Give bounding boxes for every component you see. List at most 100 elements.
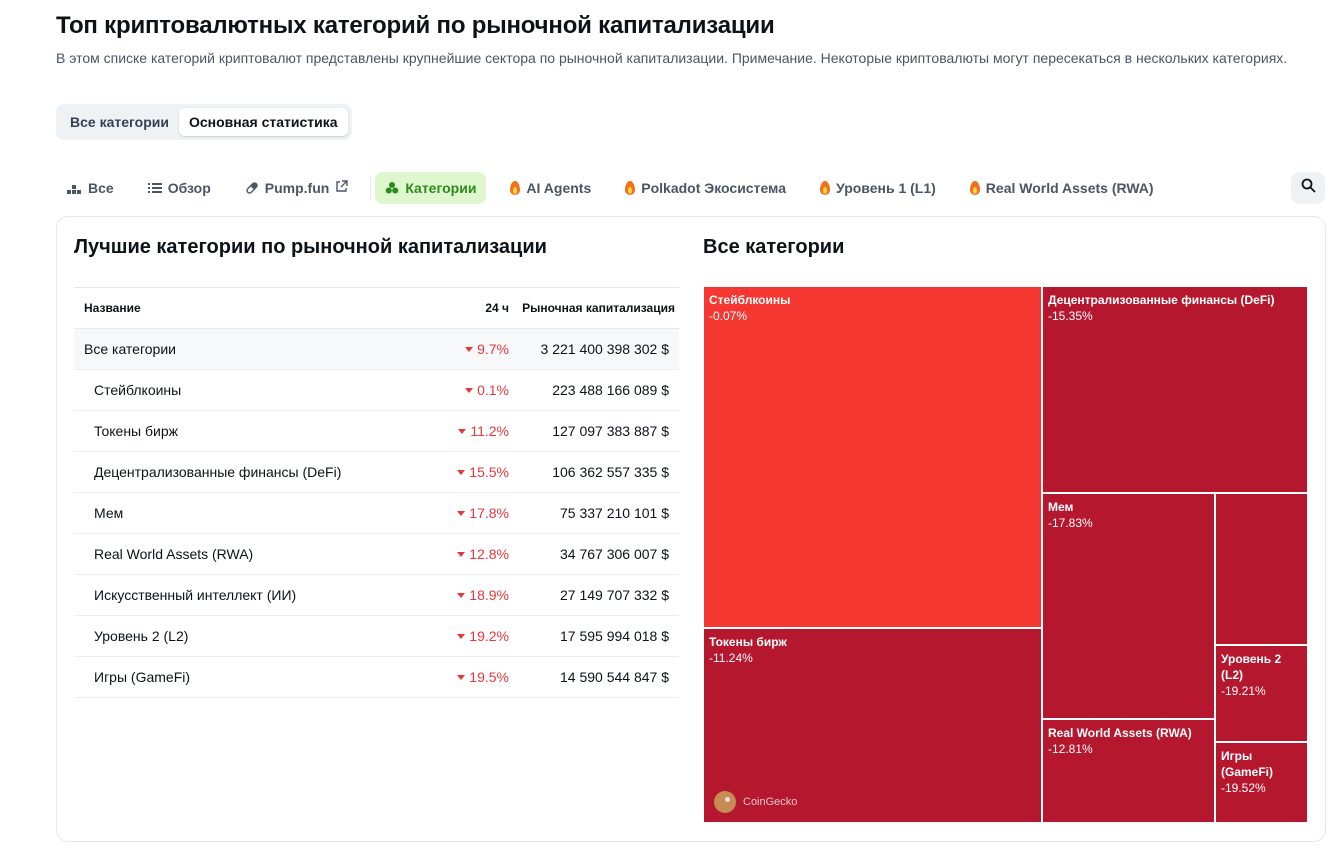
category-name[interactable]: Децентрализованные финансы (DeFi) [94, 464, 342, 480]
change-value: 17.8% [469, 505, 509, 521]
tile-name: Игры (GameFi) [1221, 749, 1274, 779]
tile-change: -17.83% [1048, 516, 1093, 530]
page-description: В этом списке категорий криптовалют пред… [56, 50, 1288, 66]
change-24h: 18.9% [409, 587, 509, 603]
market-cap-value: 223 488 166 089 $ [552, 382, 669, 398]
table-body: Все категории 9.7% 3 221 400 398 302 $ Стей… [74, 329, 679, 698]
nav-overview-label: Обзор [167, 180, 211, 196]
change-value: 12.8% [469, 546, 509, 562]
search-icon [1301, 178, 1316, 198]
nav-rwa-label: Real World Assets (RWA) [985, 180, 1154, 196]
change-value: 18.9% [469, 587, 509, 603]
tile-name: Стейблкоины [709, 293, 791, 307]
table-row[interactable]: Игры (GameFi) 19.5% 14 590 544 847 $ [74, 657, 679, 698]
change-24h: 17.8% [409, 505, 509, 521]
treemap-tile[interactable] [1215, 493, 1308, 645]
treemap-tile[interactable]: Уровень 2 (L2) -19.21% [1215, 645, 1308, 742]
caret-down-icon [457, 674, 466, 680]
treemap: Стейблкоины -0.07% Децентрализованные фина… [703, 286, 1308, 823]
table-row[interactable]: Децентрализованные финансы (DeFi) 15.5% 10… [74, 452, 679, 493]
change-24h: 0.1% [409, 382, 509, 398]
table-row[interactable]: Все категории 9.7% 3 221 400 398 302 $ [74, 329, 679, 370]
nav-all-label: Все [88, 180, 114, 196]
market-cap-value: 34 767 306 007 $ [560, 546, 669, 562]
change-value: 15.5% [469, 464, 509, 480]
nav-polkadot-label: Polkadot Экосистема [641, 180, 787, 196]
tile-name: Токены бирж [709, 635, 787, 649]
category-name[interactable]: Искусственный интеллект (ИИ) [94, 587, 297, 603]
change-value: 19.2% [469, 628, 509, 644]
table-row[interactable]: Real World Assets (RWA) 12.8% 34 767 306 0… [74, 534, 679, 575]
tile-change: -11.24% [709, 651, 753, 665]
view-switch: Все категории Основная статистика [56, 104, 352, 140]
treemap-tile[interactable]: Real World Assets (RWA) -12.81% [1042, 719, 1215, 823]
caret-down-icon [457, 633, 466, 639]
table-header: Название 24 ч Рыночная капитализация [74, 287, 679, 329]
category-name[interactable]: Все категории [84, 341, 176, 357]
change-24h: 19.2% [409, 628, 509, 644]
table-row[interactable]: Токены бирж 11.2% 127 097 383 887 $ [74, 411, 679, 452]
market-cap-value: 75 337 210 101 $ [560, 505, 669, 521]
table-row[interactable]: Искусственный интеллект (ИИ) 18.9% 27 149 … [74, 575, 679, 616]
change-24h: 9.7% [409, 341, 509, 357]
view-main-stats-button[interactable]: Основная статистика [178, 108, 348, 136]
change-value: 11.2% [470, 423, 509, 439]
nav-divider [370, 176, 372, 200]
table-title: Лучшие категории по рыночной капитализац… [74, 236, 547, 258]
table-row[interactable]: Уровень 2 (L2) 19.2% 17 595 994 018 $ [74, 616, 679, 657]
nav-categories[interactable]: Категории [375, 172, 487, 204]
change-24h: 11.2% [409, 423, 509, 439]
nav-layer1[interactable]: Уровень 1 (L1) [810, 172, 946, 204]
external-link-icon [335, 180, 349, 196]
watermark-text: CoinGecko [743, 796, 798, 808]
tile-name: Real World Assets (RWA) [1048, 726, 1192, 740]
treemap-tile[interactable]: Игры (GameFi) -19.52% [1215, 742, 1308, 823]
tile-change: -19.21% [1221, 684, 1266, 698]
nav-layer1-label: Уровень 1 (L1) [836, 180, 936, 196]
change-24h: 12.8% [409, 546, 509, 562]
treemap-tile[interactable]: Мем -17.83% [1042, 493, 1215, 719]
category-name[interactable]: Real World Assets (RWA) [94, 546, 254, 562]
column-market-cap[interactable]: Рыночная капитализация [522, 301, 675, 315]
flame-icon [625, 181, 636, 195]
nav-polkadot[interactable]: Polkadot Экосистема [615, 172, 796, 204]
view-all-categories-button[interactable]: Все категории [70, 114, 169, 130]
nav-categories-label: Категории [405, 180, 477, 196]
nav-pumpfun-label: Pump.fun [264, 180, 330, 196]
nav-ai-agents[interactable]: AI Agents [500, 172, 601, 204]
flame-icon [510, 181, 521, 195]
flame-icon [820, 181, 831, 195]
market-cap-value: 127 097 383 887 $ [552, 423, 669, 439]
treemap-tile[interactable]: Токены бирж -11.24% [703, 628, 1042, 823]
nav-rwa[interactable]: Real World Assets (RWA) [960, 172, 1164, 204]
nav-all[interactable]: Все [56, 172, 124, 204]
caret-down-icon [465, 387, 474, 393]
column-24h[interactable]: 24 ч [485, 301, 509, 315]
search-button[interactable] [1291, 172, 1325, 204]
market-cap-value: 14 590 544 847 $ [560, 669, 669, 685]
tile-name: Уровень 2 (L2) [1221, 652, 1282, 682]
change-value: 0.1% [477, 382, 509, 398]
caret-down-icon [457, 510, 466, 516]
category-name[interactable]: Игры (GameFi) [94, 669, 191, 685]
table-row[interactable]: Мем 17.8% 75 337 210 101 $ [74, 493, 679, 534]
category-name[interactable]: Токены бирж [94, 423, 178, 439]
bars-icon [66, 181, 82, 195]
tile-change: -12.81% [1048, 742, 1093, 756]
treemap-tile[interactable]: Децентрализованные финансы (DeFi) -15.35% [1042, 286, 1308, 493]
category-name[interactable]: Стейблкоины [94, 382, 182, 398]
nav-pumpfun[interactable]: Pump.fun [235, 172, 359, 204]
market-cap-value: 27 149 707 332 $ [560, 587, 669, 603]
tile-change: -0.07% [709, 309, 748, 323]
tile-change: -15.35% [1048, 309, 1093, 323]
tile-name: Децентрализованные финансы (DeFi) [1048, 293, 1275, 307]
market-cap-value: 106 362 557 335 $ [552, 464, 669, 480]
category-name[interactable]: Мем [94, 505, 124, 521]
categories-table: Название 24 ч Рыночная капитализация Все… [74, 287, 679, 698]
nav-overview[interactable]: Обзор [138, 172, 221, 204]
category-name[interactable]: Уровень 2 (L2) [94, 628, 189, 644]
column-name[interactable]: Название [84, 301, 141, 315]
treemap-title: Все категории [703, 236, 845, 258]
table-row[interactable]: Стейблкоины 0.1% 223 488 166 089 $ [74, 370, 679, 411]
treemap-tile[interactable]: Стейблкоины -0.07% [703, 286, 1042, 628]
